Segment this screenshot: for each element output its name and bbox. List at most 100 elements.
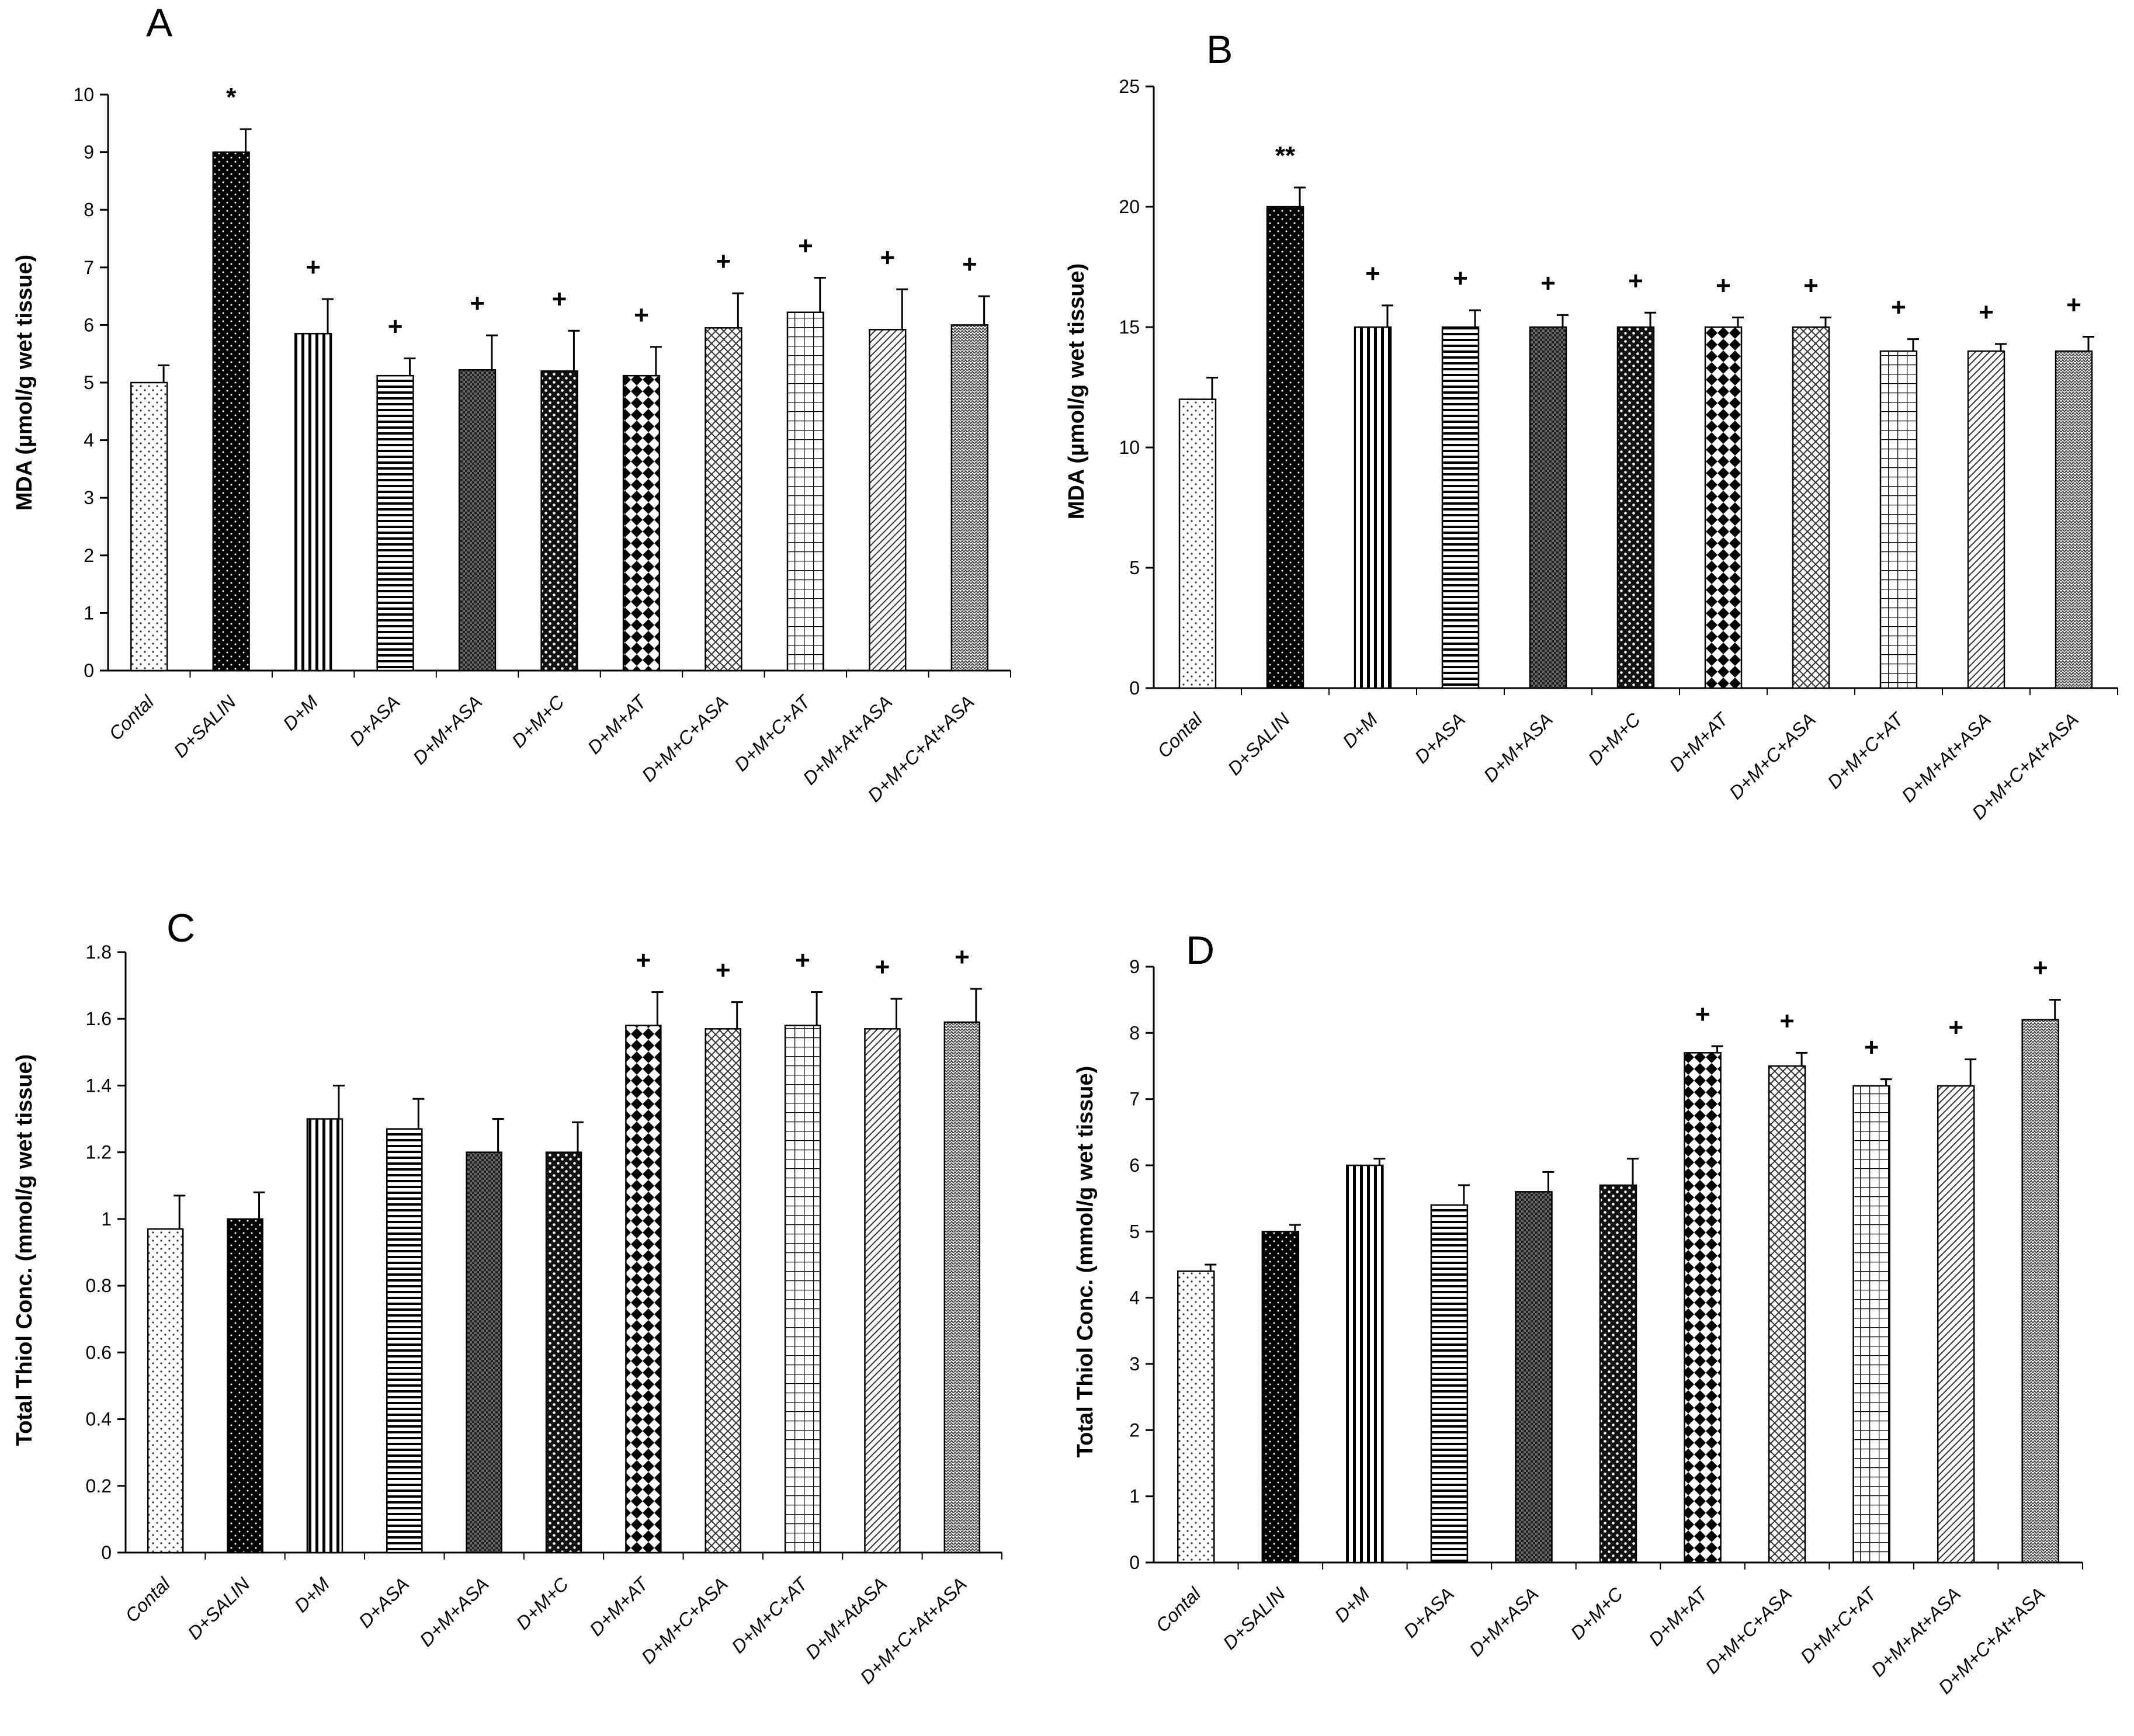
significance-marker: + [2066,290,2081,319]
x-tick-label: Contal [105,691,158,744]
significance-marker: + [470,289,485,318]
x-tick-label: Contal [121,1573,174,1626]
y-tick-label: 2 [1129,1419,1140,1440]
bar [1177,1270,1215,1564]
bar [1879,350,1918,689]
y-axis-label: MDA (µmol/g wet tissue) [1064,263,1089,520]
x-tick-label: D+M+ASA [1465,1583,1542,1660]
x-tick-label: D+M+AtASA [801,1573,891,1663]
chart-panel-A: A 0 1 2 3 4 5 6 7 8 9 10 MDA (µmol/g wet tissue) Cont… [12,1,1011,806]
x-tick-label: D+M [1338,709,1382,752]
significance-marker: + [1716,272,1731,300]
significance-marker: + [1803,272,1819,300]
y-tick-label: 15 [1119,317,1140,338]
x-tick-label: D+M+AT [584,690,651,758]
x-tick-label: D+M+C+ASA [637,691,732,786]
bar [2021,1019,2059,1564]
bar [1178,398,1217,689]
bar [1852,1085,1890,1564]
x-tick-label: D+M+AT [1665,708,1733,776]
x-tick-label: Contal [1151,1583,1205,1636]
chart-panel-C: C 0 0.2 0.4 0.6 0.8 1 1.2 1.4 1.6 1.8 Total Thiol C… [12,906,1002,1688]
y-tick-label: 20 [1119,196,1140,217]
y-tick-label: 9 [1129,956,1140,977]
x-tick-label: D+ASA [1411,709,1469,767]
significance-marker: + [1453,264,1468,293]
x-tick-label: D+M+C+AT [730,690,816,776]
significance-marker: + [1365,259,1380,288]
panel-letter: C [166,906,195,950]
significance-marker: + [962,250,977,279]
bar [1354,326,1392,689]
significance-marker: + [1779,1006,1795,1035]
chart-panel-B: B 0 5 10 15 20 25 MDA (µmol/g wet tissue) Contal… [1064,27,2118,824]
y-tick-label: 25 [1119,76,1140,97]
x-tick-label: D+M [279,691,322,734]
x-tick-label: D+ASA [355,1573,413,1631]
bar [1529,326,1567,689]
bar [869,329,907,672]
significance-marker: + [795,946,810,975]
x-tick-label: D+SALIN [169,691,240,762]
y-tick-label: 10 [73,84,94,105]
bar [1346,1164,1384,1564]
significance-marker: ** [1275,141,1296,170]
bar [458,369,497,672]
bar [227,1218,263,1554]
bar [950,324,988,672]
y-tick-label: 0 [1129,1552,1140,1573]
y-tick-label: 7 [84,257,94,278]
panel-letter: B [1206,27,1233,72]
y-tick-label: 5 [1129,1221,1140,1242]
x-tick-label: D+M+C+AT [727,1572,813,1658]
x-tick-label: D+SALIN [1224,709,1295,779]
y-tick-label: 1 [101,1209,112,1230]
bar [1430,1204,1469,1564]
bar [784,1025,821,1554]
y-tick-label: 5 [84,372,94,393]
bar [130,381,168,672]
y-tick-label: 2 [84,545,94,566]
bar [545,1151,582,1554]
bar [1768,1065,1806,1564]
bar [212,151,250,672]
chart-panel-D: D 0 1 2 3 4 5 6 7 8 9 Total Thiol Conc. (mmol/g wet… [1073,928,2083,1698]
y-tick-label: 1.2 [86,1142,112,1163]
y-tick-label: 0 [1129,678,1140,699]
significance-marker: + [875,953,890,981]
y-tick-label: 4 [1129,1287,1140,1308]
bar [1937,1085,1975,1564]
y-tick-label: 0.2 [86,1475,112,1497]
significance-marker: + [1864,1033,1879,1062]
bar [306,1118,343,1554]
y-tick-label: 3 [1129,1353,1140,1374]
bar [294,332,332,672]
x-tick-label: D+SALIN [1219,1583,1289,1654]
x-tick-label: D+M+ASA [1480,709,1557,786]
y-tick-label: 1.8 [86,942,112,963]
significance-marker: + [1695,1000,1710,1029]
y-axis-label: Total Thiol Conc. (mmol/g wet tissue) [1073,1066,1098,1458]
y-tick-label: 0 [84,660,94,681]
significance-marker: + [880,243,895,272]
bar [864,1028,901,1554]
x-tick-label: D+M+C+AT [1796,1582,1882,1668]
x-tick-label: D+M+C [1567,1583,1628,1644]
y-tick-label: 8 [1129,1022,1140,1043]
panel-letter: D [1186,928,1215,973]
x-tick-label: D+M+At+ASA [1867,1583,1965,1681]
y-tick-label: 5 [1129,557,1140,578]
y-tick-label: 1.4 [86,1075,112,1096]
bar [147,1228,184,1554]
significance-marker: + [716,956,731,985]
significance-marker: + [1948,1013,1963,1042]
y-tick-label: 0 [101,1542,112,1563]
bar [466,1151,502,1554]
bar [943,1021,981,1554]
bar [786,311,825,672]
x-tick-label: D+M [290,1573,334,1616]
bar [1599,1184,1637,1564]
bar [2055,350,2093,689]
significance-marker: + [2033,954,2048,982]
